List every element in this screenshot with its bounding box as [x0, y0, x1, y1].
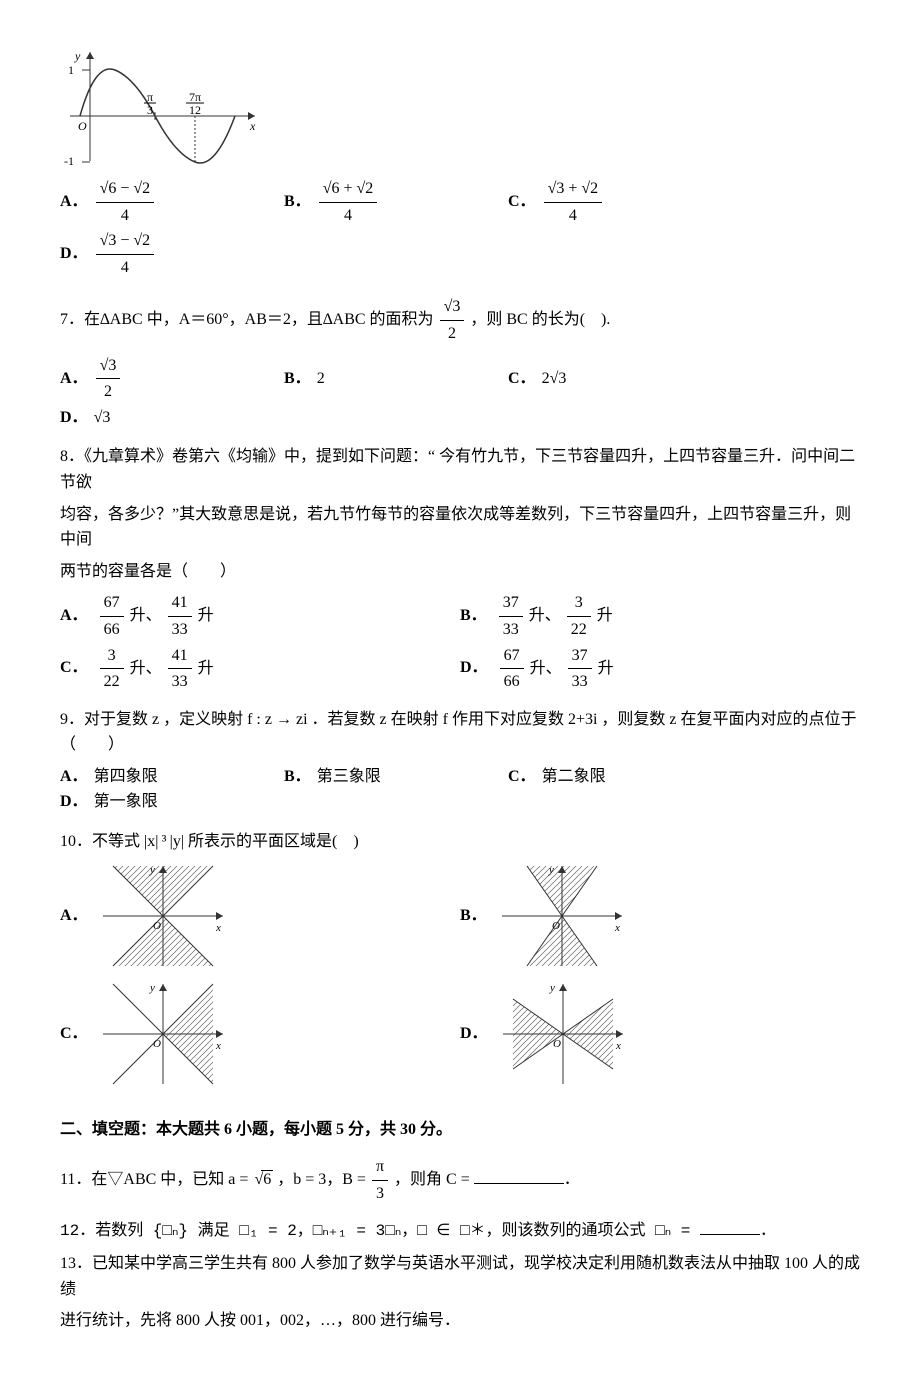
q10-graph-B: O x y: [497, 861, 627, 971]
q8-A-f1: 6766: [100, 590, 124, 642]
q13-l2: 进行统计，先将 800 人按 001，002，…，800 进行编号．: [60, 1308, 860, 1334]
ylabel: y: [74, 49, 81, 63]
label-B: B．: [284, 189, 311, 215]
svg-text:y: y: [548, 864, 554, 876]
q10-graph-D: O x y: [498, 979, 628, 1089]
q12-blank[interactable]: [700, 1218, 760, 1235]
q6-opt-C: √3 + √24: [544, 176, 603, 228]
svg-text:O: O: [153, 920, 161, 932]
q8-B-f1: 3733: [499, 590, 523, 642]
svg-text:7π: 7π: [189, 90, 201, 104]
label-C: C．: [508, 189, 536, 215]
q8-C-f2: 4133: [168, 643, 192, 695]
svg-text:x: x: [614, 922, 620, 934]
q6-sine-graph: y x O 1 -1 π 3 7π 12: [60, 46, 260, 166]
ybot: -1: [64, 154, 74, 166]
q10-graph-A: O x y: [98, 861, 228, 971]
q10-graph-C: O x y: [98, 979, 228, 1089]
q7-stem: 7．在∆ABC 中，A＝60°，AB＝2，且∆ABC 的面积为 √32 ，则 B…: [60, 294, 860, 346]
q9-B: 第三象限: [317, 764, 381, 790]
q7-opt-A: √32: [96, 353, 121, 405]
q8-stem-l3: 两节的容量各是（ ）: [60, 559, 860, 585]
q8-stem-l2: 均容，各多少？”其大致意思是说，若九节竹每节的容量依次成等差数列，下三节容量四升…: [60, 502, 860, 553]
q9-D: 第一象限: [94, 789, 158, 815]
q12: 12．若数列 {□ₙ} 满足 □₁ = 2，□ₙ₊₁ = 3□ₙ，□ ∈ □＊，…: [60, 1218, 860, 1245]
svg-text:x: x: [215, 1040, 221, 1052]
q9-stem: 9．对于复数 z ，定义映射 f : z → zi ．若复数 z 在映射 f 作…: [60, 707, 860, 758]
svg-text:3: 3: [147, 103, 153, 117]
q8-D-f1: 6766: [500, 643, 524, 695]
q6-opt-D: √3 − √24: [96, 228, 155, 280]
q10-stem: 10．不等式 |x| ³ |y| 所表示的平面区域是( ): [60, 829, 860, 855]
q8-row2: C． 322 升、 4133 升 D． 6766 升、 3733 升: [60, 643, 860, 695]
q6-opt-A: √6 − √24: [96, 176, 155, 228]
q9-options: A．第四象限 B．第三象限 C．第二象限 D．第一象限: [60, 764, 860, 815]
label-A: A．: [60, 189, 88, 215]
ytop: 1: [68, 63, 74, 77]
svg-text:y: y: [149, 864, 155, 876]
svg-text:O: O: [553, 1038, 561, 1050]
q13-l1: 13．已知某中学高三学生共有 800 人参加了数学与英语水平测试，现学校决定利用…: [60, 1251, 860, 1302]
q6-options: A． √6 − √24 B． √6 + √24 C． √3 + √24 D． √…: [60, 176, 860, 280]
q7-opt-D: √3: [94, 405, 111, 431]
section-2-heading: 二、填空题：本大题共 6 小题，每小题 5 分，共 30 分。: [60, 1117, 860, 1143]
q8-A-f2: 4133: [168, 590, 192, 642]
q7-opt-C: 2√3: [542, 366, 567, 392]
q10-graphs: A． O x y B． O x y C．: [60, 861, 860, 1097]
svg-text:x: x: [215, 922, 221, 934]
q7-opt-B: 2: [317, 366, 325, 392]
q8-B-f2: 322: [567, 590, 591, 642]
svg-text:π: π: [147, 90, 153, 104]
svg-text:O: O: [552, 920, 560, 932]
q8-C-f1: 322: [100, 643, 124, 695]
svg-text:y: y: [549, 982, 555, 994]
svg-text:O: O: [153, 1038, 161, 1050]
xlabel: x: [249, 119, 256, 133]
q7-options: A． √32 B． 2 C． 2√3 D． √3: [60, 353, 860, 431]
q11: 11．在▽ABC 中，已知 a = 6 ，b = 3，B = π3 ，则角 C …: [60, 1154, 860, 1206]
q8-row1: A． 6766 升、 4133 升 B． 3733 升、 322 升: [60, 590, 860, 642]
svg-text:y: y: [149, 982, 155, 994]
q8-stem-l1: 8．《九章算术》卷第六《均输》中，提到如下问题：“ 今有竹九节，下三节容量四升，…: [60, 444, 860, 495]
svg-text:x: x: [615, 1040, 621, 1052]
q6-opt-B: √6 + √24: [319, 176, 378, 228]
q9-C: 第二象限: [542, 764, 606, 790]
svg-text:12: 12: [189, 103, 201, 117]
q11-blank[interactable]: [474, 1167, 564, 1184]
q8-D-f2: 3733: [568, 643, 592, 695]
label-D: D．: [60, 241, 88, 267]
q9-A: 第四象限: [94, 764, 158, 790]
origin: O: [78, 119, 87, 133]
